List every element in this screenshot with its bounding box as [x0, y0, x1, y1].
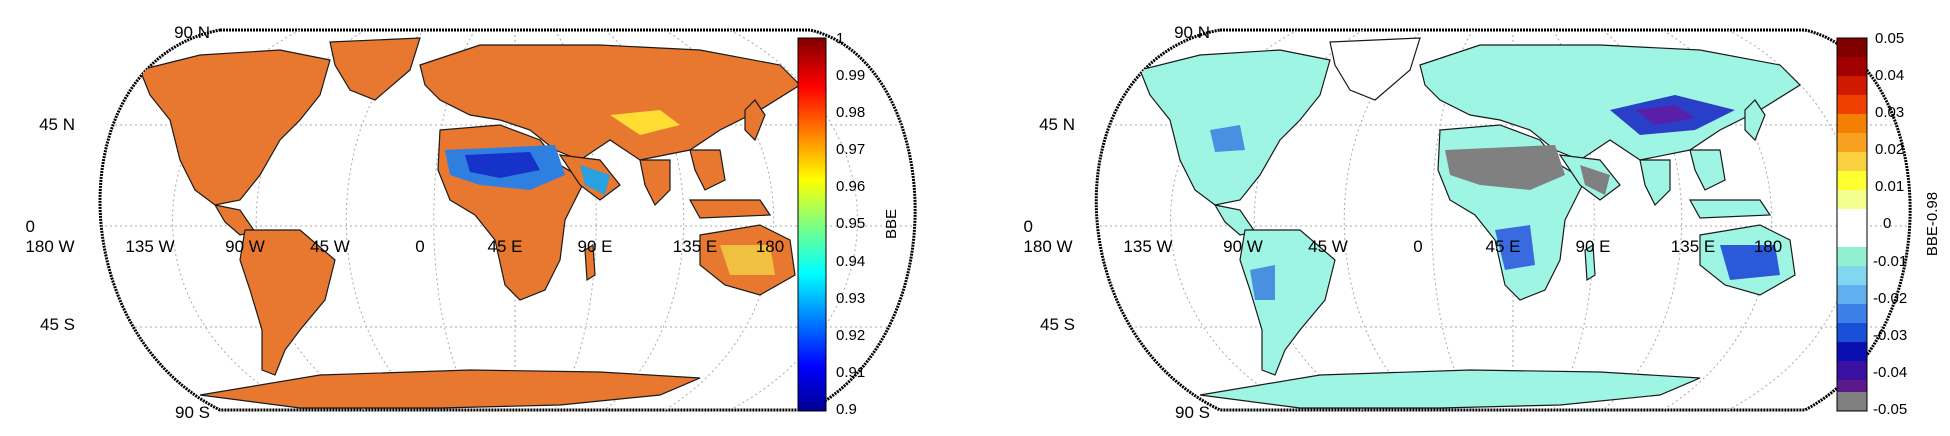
lon-label-90e: 90 E — [578, 237, 613, 256]
colorbar-tick: -0.02 — [1873, 290, 1907, 307]
colorbar-tick: 0 — [1883, 215, 1891, 232]
colorbar-tick: 0.04 — [1875, 67, 1904, 84]
lon-label-45e: 45 E — [488, 237, 523, 256]
colorbar-tick: 1 — [836, 30, 844, 47]
colorbar-tick: 0.95 — [836, 215, 865, 232]
lon-label-90e: 90 E — [1576, 237, 1611, 256]
colorbar-tick: 0.01 — [1875, 178, 1904, 195]
longitude-labels: 180 W 135 W 90 W 45 W 0 45 E 90 E 135 E … — [25, 237, 784, 256]
lon-label-180: 180 — [756, 237, 784, 256]
colorbar-label: BBE-0.98 — [1924, 192, 1941, 256]
lat-label-90s: 90 S — [1175, 403, 1210, 422]
lon-label-135e: 135 E — [1671, 237, 1715, 256]
colorbar-tick: 0.92 — [836, 327, 865, 344]
lat-label-45n: 45 N — [39, 115, 75, 134]
lat-label-45s: 45 S — [1040, 315, 1075, 334]
anomaly-regions — [1210, 95, 1780, 300]
colorbar-tick: -0.05 — [1873, 401, 1907, 418]
colorbar-bins — [1837, 38, 1867, 411]
colorbar-gradient — [797, 37, 827, 412]
colorbar: 1 0.99 0.98 0.97 0.96 0.95 0.94 0.93 0.9… — [797, 30, 900, 418]
lat-label-90n: 90 N — [174, 23, 210, 42]
lon-label-180w: 180 W — [1023, 237, 1072, 256]
lon-label-45e: 45 E — [1486, 237, 1521, 256]
lon-label-90w: 90 W — [225, 237, 265, 256]
lon-label-135w: 135 W — [125, 237, 174, 256]
latitude-labels: 90 N 45 N 0 45 S 90 S — [26, 23, 210, 422]
colorbar-tick: 0.98 — [836, 104, 865, 121]
colorbar-ticks: 1 0.99 0.98 0.97 0.96 0.95 0.94 0.93 0.9… — [836, 30, 865, 418]
colorbar: 0.05 0.04 0.03 0.02 0.01 0 -0.01 -0.02 -… — [1836, 30, 1941, 418]
lat-label-45s: 45 S — [40, 315, 75, 334]
colorbar-tick: -0.01 — [1873, 253, 1907, 270]
colorbar-tick: 0.96 — [836, 178, 865, 195]
lon-label-45w: 45 W — [1308, 237, 1348, 256]
colorbar-tick: 0.99 — [836, 67, 865, 84]
lat-label-0: 0 — [26, 217, 35, 236]
lat-label-0: 0 — [1024, 217, 1033, 236]
lon-label-0: 0 — [1413, 237, 1422, 256]
colorbar-tick: 0.02 — [1875, 141, 1904, 158]
bbe-anomaly-map-panel: 90 N 45 N 0 45 S 90 S 180 W 135 W 90 W 4… — [1023, 23, 1941, 422]
lon-label-90w: 90 W — [1223, 237, 1263, 256]
colorbar-tick: 0.91 — [836, 364, 865, 381]
colorbar-tick: 0.97 — [836, 141, 865, 158]
lon-label-180w: 180 W — [25, 237, 74, 256]
colorbar-tick: 0.94 — [836, 253, 865, 270]
lon-label-135w: 135 W — [1123, 237, 1172, 256]
latitude-labels: 90 N 45 N 0 45 S 90 S — [1024, 23, 1210, 422]
low-bbe-regions — [445, 110, 775, 275]
lon-label-45w: 45 W — [310, 237, 350, 256]
lat-label-90s: 90 S — [175, 403, 210, 422]
lon-label-180: 180 — [1754, 237, 1782, 256]
longitude-labels: 180 W 135 W 90 W 45 W 0 45 E 90 E 135 E … — [1023, 237, 1782, 256]
colorbar-tick: -0.04 — [1873, 364, 1907, 381]
colorbar-tick: 0.05 — [1875, 30, 1904, 47]
colorbar-tick: 0.93 — [836, 290, 865, 307]
colorbar-outline — [1836, 37, 1868, 412]
lat-label-90n: 90 N — [1174, 23, 1210, 42]
lat-label-45n: 45 N — [1039, 115, 1075, 134]
lon-label-135e: 135 E — [673, 237, 717, 256]
colorbar-label: BBE — [883, 209, 900, 239]
colorbar-tick: -0.03 — [1873, 327, 1907, 344]
colorbar-ticks: 0.05 0.04 0.03 0.02 0.01 0 -0.01 -0.02 -… — [1873, 30, 1907, 418]
lon-label-0: 0 — [415, 237, 424, 256]
colorbar-tick: 0.9 — [836, 401, 857, 418]
bbe-map-panel: 90 N 45 N 0 45 S 90 S 180 W 135 W 90 W 4… — [25, 23, 917, 422]
colorbar-tick: 0.03 — [1875, 104, 1904, 121]
